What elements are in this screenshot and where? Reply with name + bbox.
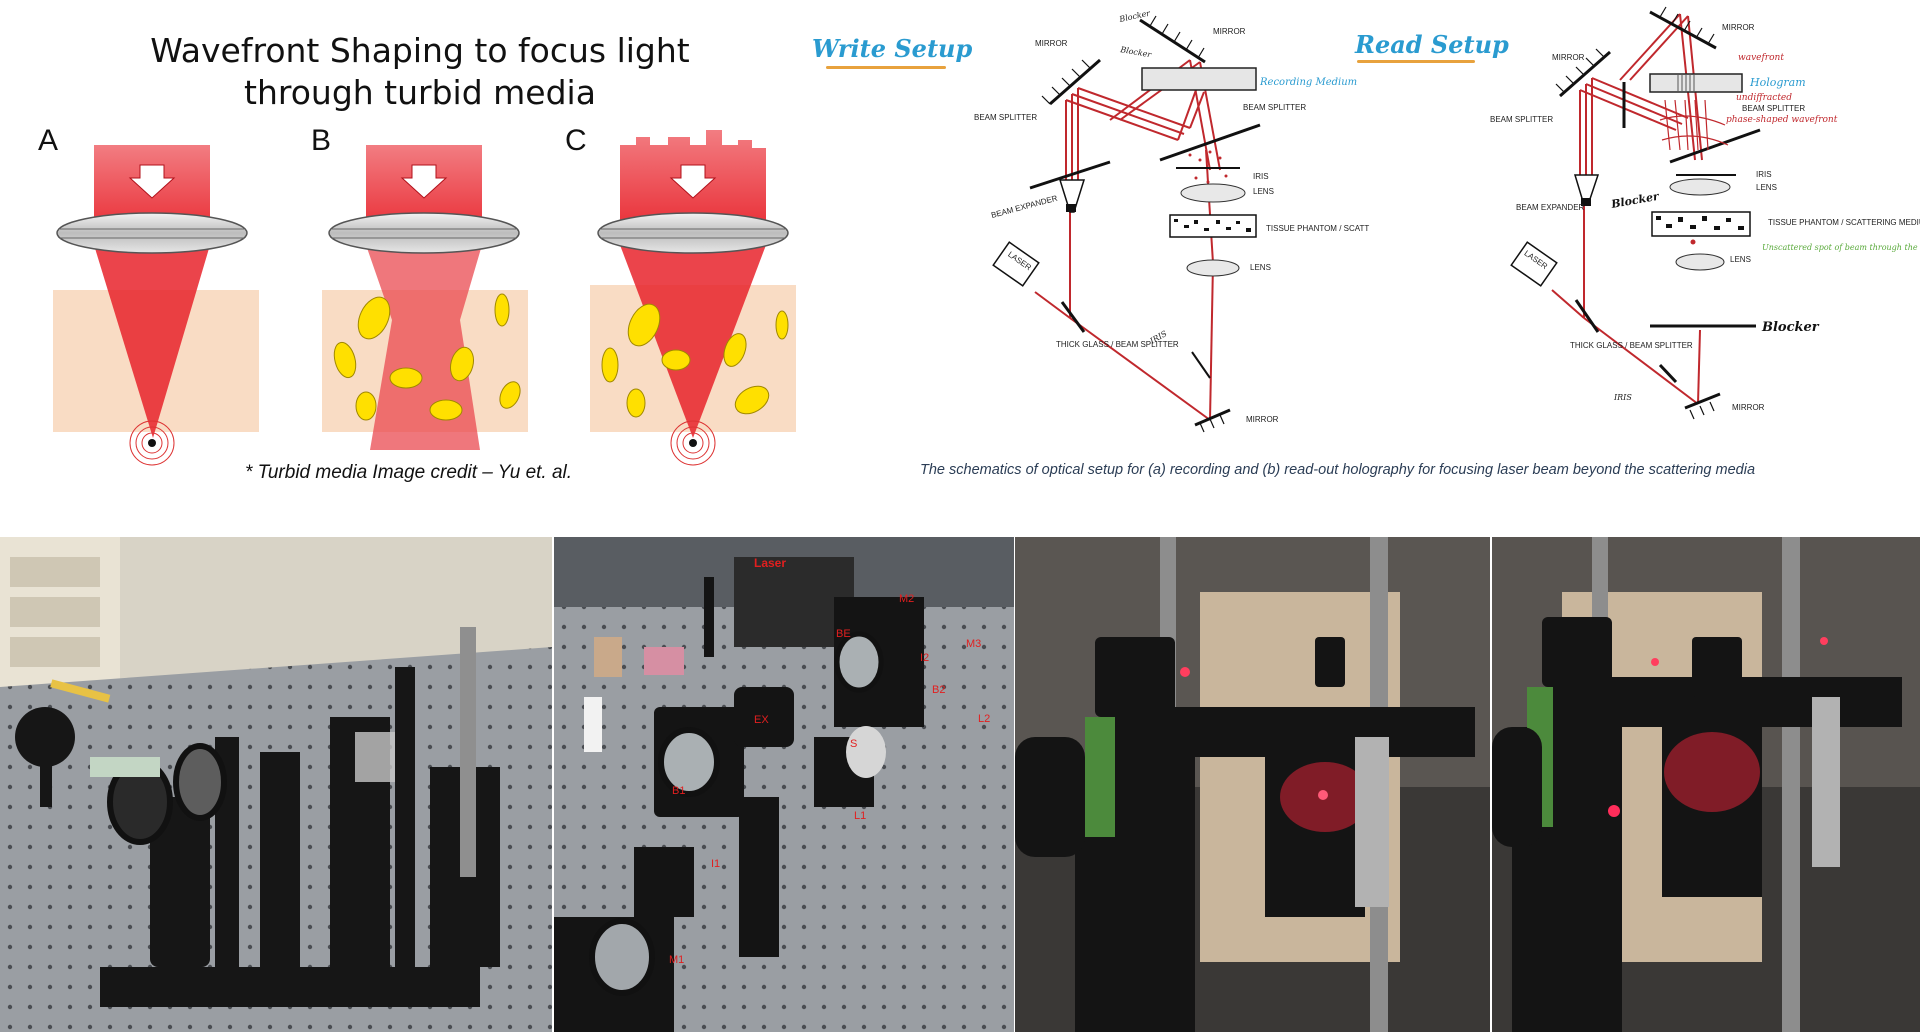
- r-label-blocker-left: Blocker: [1609, 190, 1661, 212]
- w-label-iris: IRIS: [1253, 172, 1269, 181]
- r-label-lens1: LENS: [1756, 183, 1777, 192]
- photo2-label-be: BE: [836, 628, 851, 640]
- lab-photo-4: [1492, 537, 1920, 1032]
- photo2-label-i2: I2: [920, 652, 929, 664]
- w-label-beam-splitter-right: BEAM SPLITTER: [1243, 103, 1306, 112]
- w-label-mirror-top: MIRROR: [1213, 27, 1246, 36]
- hologram-plate: [1649, 73, 1743, 93]
- photo2-label-ex: EX: [754, 714, 769, 726]
- image-credit: * Turbid media Image credit – Yu et. al.: [245, 462, 573, 483]
- w-label-beam-expander: BEAM EXPANDER: [990, 194, 1059, 220]
- read-setup-schematic: MIRROR MIRROR wavefront Hologram undiffr…: [1490, 6, 1920, 420]
- w-label-lens1: LENS: [1253, 187, 1274, 196]
- w-label-lens2: LENS: [1250, 263, 1271, 272]
- panel-label-c: C: [565, 124, 587, 157]
- photo2-label-b2: B2: [932, 684, 945, 696]
- schematic-caption: The schematics of optical setup for (a) …: [920, 462, 1756, 478]
- r-label-blocker-right: Blocker: [1761, 320, 1820, 335]
- read-setup-underline: [1357, 60, 1475, 63]
- r-label-iris: IRIS: [1756, 170, 1772, 179]
- photo2-label-l2: L2: [978, 713, 990, 725]
- r-label-beam-expander: BEAM EXPANDER: [1516, 203, 1585, 212]
- photo2-label-m2: M2: [899, 593, 914, 605]
- w-label-blocker-top: Blocker: [1118, 8, 1152, 24]
- panel-c-diagram: [590, 130, 796, 466]
- lab-photo-2: Laser M2 BE M3 I2 B2 L2 S EX B1 L1 I1 M1: [554, 537, 1014, 1032]
- photo2-label-i1: I1: [711, 858, 720, 870]
- figure-title: Wavefront Shaping to focus light through…: [150, 31, 690, 112]
- write-setup-underline: [826, 66, 946, 69]
- tissue-phantom-box: [1169, 214, 1257, 238]
- r-label-hologram: Hologram: [1749, 76, 1806, 89]
- r-label-spot-note: Unscattered spot of beam through the tis…: [1762, 243, 1920, 252]
- panel-label-b: B: [311, 124, 332, 157]
- w-label-thick-glass: THICK GLASS / BEAM SPLITTER: [1056, 340, 1179, 349]
- photo2-label-b1: B1: [672, 785, 685, 797]
- photo2-label-laser: Laser: [754, 556, 786, 570]
- r-label-beam-splitter-right: BEAM SPLITTER: [1742, 104, 1805, 113]
- write-setup-schematic: MIRROR MIRROR Blocker Blocker Recording …: [974, 8, 1369, 433]
- w-label-beam-splitter-left: BEAM SPLITTER: [974, 113, 1037, 122]
- read-setup-heading: Read Setup: [1355, 30, 1509, 59]
- r-label-wavefront: wavefront: [1738, 53, 1784, 63]
- r-label-lens2: LENS: [1730, 255, 1751, 264]
- panel-a-diagram: [53, 145, 259, 466]
- r-label-undiffracted: undiffracted: [1736, 93, 1792, 103]
- laser-box: [992, 241, 1040, 287]
- lab-photo-3: [1015, 537, 1490, 1032]
- lab-photo-1: [0, 537, 552, 1032]
- panel-b-diagram: [322, 145, 528, 450]
- photo2-label-m1: M1: [669, 954, 684, 966]
- write-setup-heading: Write Setup: [812, 34, 973, 63]
- r-label-shaped-wavefront: phase-shaped wavefront: [1726, 115, 1838, 125]
- r-label-tissue: TISSUE PHANTOM / SCATTERING MEDIUM: [1768, 218, 1920, 227]
- w-label-mirror-left: MIRROR: [1035, 39, 1068, 48]
- panel-label-a: A: [38, 124, 59, 157]
- w-label-blocker-top2: Blocker: [1119, 45, 1153, 60]
- r-label-beam-splitter-left: BEAM SPLITTER: [1490, 115, 1553, 124]
- photo2-label-m3: M3: [966, 638, 981, 650]
- recording-medium-plate: [1141, 67, 1257, 91]
- photo2-label-s: S: [850, 738, 857, 750]
- w-label-recording-medium: Recording Medium: [1259, 77, 1357, 88]
- w-label-tissue: TISSUE PHANTOM / SCATT: [1266, 224, 1369, 233]
- r-label-mirror-top: MIRROR: [1722, 23, 1755, 32]
- r-label-mirror-bottom: MIRROR: [1732, 403, 1765, 412]
- r-label-iris2: IRIS: [1613, 393, 1632, 402]
- photo2-label-l1: L1: [854, 810, 866, 822]
- wavefront-illustration: [53, 130, 796, 466]
- r-label-thick-glass: THICK GLASS / BEAM SPLITTER: [1570, 341, 1693, 350]
- r-label-mirror-left: MIRROR: [1552, 53, 1585, 62]
- w-label-mirror-bottom: MIRROR: [1246, 415, 1279, 424]
